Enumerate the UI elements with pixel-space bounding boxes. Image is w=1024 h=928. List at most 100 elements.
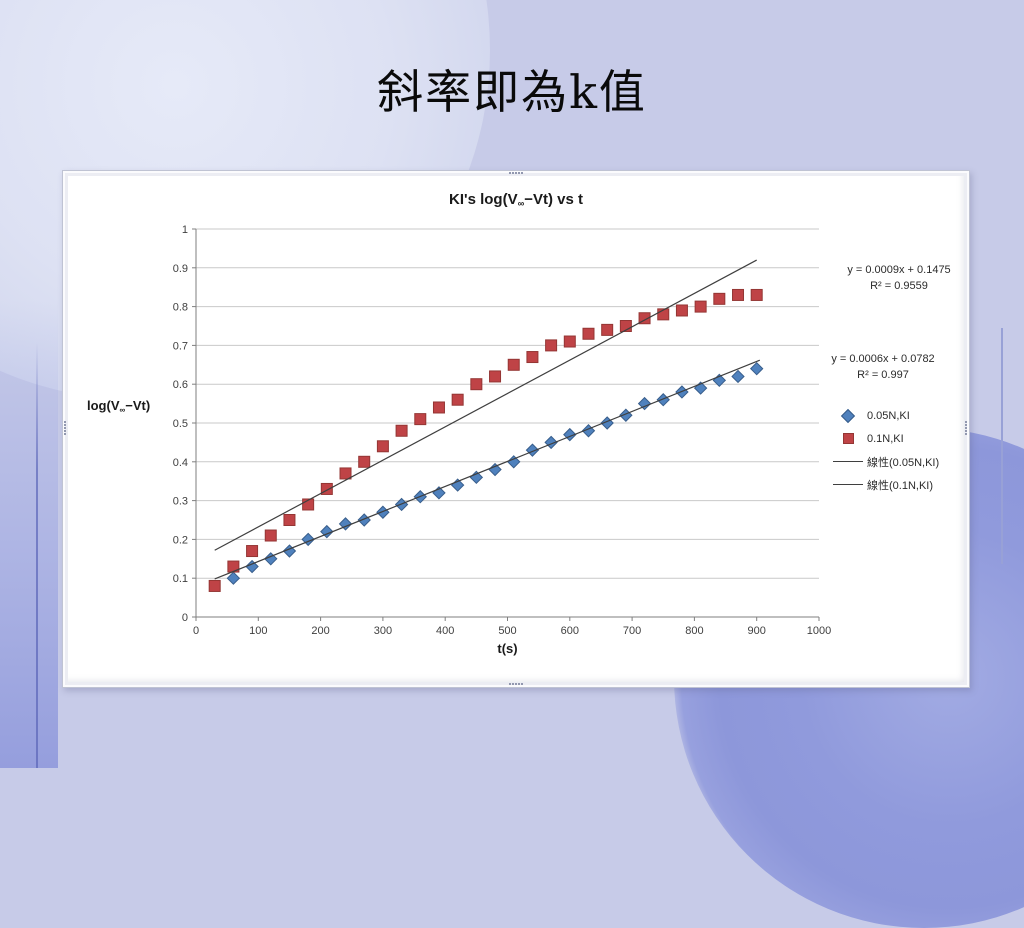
r-squared-line: R² = 0.9559 [870, 280, 928, 292]
x-tick-label: 300 [374, 625, 392, 637]
x-tick-label: 400 [436, 625, 454, 637]
equation-line: y = 0.0009x + 0.1475 [847, 264, 951, 276]
data-point-diamond [637, 396, 652, 411]
data-point-square [526, 351, 539, 364]
y-tick-label: 0.4 [173, 457, 188, 469]
x-tick-label: 900 [748, 625, 766, 637]
data-point-diamond [656, 393, 670, 407]
r-squared-line: R² = 0.997 [857, 369, 909, 381]
data-point-square [732, 288, 745, 301]
square-marker-icon [832, 433, 864, 444]
data-point-square [601, 323, 614, 336]
legend-item-linear-0.05N: 線性(0.05N,KI) [832, 450, 939, 473]
data-point-square [432, 401, 445, 414]
legend-label: 線性(0.1N,KI) [867, 479, 934, 492]
data-point-square [451, 393, 464, 406]
slide-title[interactable]: 斜率即為k值 [377, 65, 647, 119]
data-point-square [657, 308, 670, 321]
data-point-diamond [245, 559, 259, 574]
data-point-square [302, 498, 315, 511]
selection-handle-top[interactable] [509, 172, 511, 174]
diamond-marker-icon [832, 408, 864, 423]
legend-label: 0.1N,KI [867, 432, 904, 445]
x-axis-label: t(s) [497, 641, 518, 656]
x-tick-label: 0 [193, 625, 199, 637]
x-tick-label: 700 [623, 625, 641, 637]
chart-legend: 0.05N,KI 0.1N,KI 線性(0.05N,KI) 線性(0.1N,KI… [832, 404, 939, 496]
data-point-diamond [507, 455, 521, 469]
data-point-square [470, 378, 483, 391]
data-point-square [208, 579, 221, 592]
trendline-equation-0.05N: y = 0.0006x + 0.0782 R² = 0.997 [813, 351, 953, 383]
y-tick-label: 1 [182, 224, 188, 236]
y-axis-label: log(V∞−Vt) [87, 398, 150, 414]
data-point-square [489, 370, 502, 383]
chart-title-text-end: −Vt) vs t [524, 191, 583, 208]
y-axis-label-infinity-subscript: ∞ [119, 405, 126, 415]
y-tick-label: 0.2 [173, 534, 188, 546]
data-point-diamond [731, 369, 745, 384]
data-point-diamond [338, 517, 353, 531]
left-edge-gradient-band [0, 300, 58, 768]
data-point-square [320, 482, 333, 495]
data-point-square [713, 292, 726, 305]
data-point-square [414, 413, 427, 426]
data-point-square [358, 455, 371, 468]
left-edge-accent-line [36, 342, 38, 768]
x-tick-label: 800 [685, 625, 703, 637]
y-tick-label: 0.9 [173, 263, 188, 275]
data-point-diamond [749, 361, 764, 376]
data-point-square [395, 424, 408, 437]
data-point-square [675, 304, 688, 317]
chart-panel[interactable]: 0 100 200 300 400 500 600 700 800 900 1000 0 0.1 0.2 0… [62, 170, 970, 688]
y-axis-label-text-end: −Vt) [125, 398, 151, 413]
data-point-square [619, 320, 632, 332]
trendline [214, 259, 757, 551]
x-tick-label: 500 [498, 625, 516, 637]
y-tick-label: 0.7 [173, 340, 188, 352]
y-tick-label: 0.1 [173, 573, 188, 585]
data-point-square [545, 339, 558, 352]
right-edge-accent-line [1001, 328, 1003, 564]
chart-title: KI's log(V∞−Vt) vs t [63, 191, 969, 209]
y-tick-label: 0.5 [173, 418, 188, 430]
data-point-square [582, 327, 595, 340]
data-point-square [376, 440, 389, 453]
data-point-square [339, 467, 352, 480]
chart-title-infinity-subscript: ∞ [517, 198, 525, 209]
data-point-square [638, 312, 651, 325]
chart-plot-area: 0 100 200 300 400 500 600 700 800 900 1000 0 0.1 0.2 0… [173, 224, 832, 637]
data-point-diamond [226, 571, 241, 585]
y-tick-label: 0.3 [173, 496, 188, 508]
data-point-square [507, 358, 520, 371]
legend-label: 線性(0.05N,KI) [867, 456, 940, 469]
legend-item-linear-0.1N: 線性(0.1N,KI) [832, 473, 939, 496]
y-tick-label: 0.6 [173, 379, 188, 391]
data-point-diamond [357, 513, 371, 527]
data-point-square [283, 514, 296, 526]
legend-item-0.1N: 0.1N,KI [832, 427, 939, 450]
data-point-square [694, 300, 707, 313]
x-tick-label: 100 [249, 625, 267, 637]
legend-item-0.05N: 0.05N,KI [832, 404, 939, 427]
trendline-equation-0.1N: y = 0.0009x + 0.1475 R² = 0.9559 [829, 262, 969, 294]
selection-handle-right[interactable] [965, 421, 967, 423]
selection-handle-left[interactable] [64, 421, 66, 423]
trendline [214, 359, 761, 580]
equation-line: y = 0.0006x + 0.0782 [831, 353, 935, 365]
selection-handle-bottom[interactable] [509, 683, 511, 685]
data-point-square [750, 288, 763, 301]
x-tick-label: 1000 [807, 625, 831, 637]
trendline-sample-icon [832, 484, 864, 485]
y-axis-label-text: log(V [87, 398, 120, 413]
data-point-diamond [376, 505, 390, 519]
y-tick-label: 0.8 [173, 302, 188, 314]
x-tick-label: 600 [561, 625, 579, 637]
y-tick-label: 0 [182, 612, 188, 624]
data-point-square [264, 529, 277, 542]
data-point-square [246, 545, 259, 558]
trendline-sample-icon [832, 461, 864, 462]
x-tick-label: 200 [311, 625, 329, 637]
chart-title-text: KI's log(V [449, 191, 518, 208]
legend-label: 0.05N,KI [867, 409, 910, 422]
